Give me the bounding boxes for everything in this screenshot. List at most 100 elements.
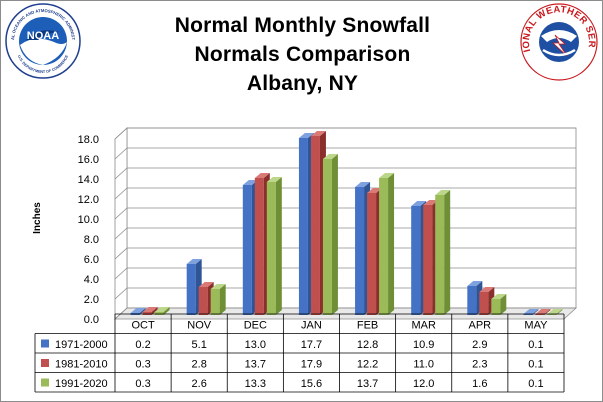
bar-side bbox=[500, 294, 507, 315]
floor bbox=[113, 307, 578, 320]
bar-top bbox=[154, 307, 170, 312]
table-cell: 13.7 bbox=[357, 378, 378, 390]
bar-front bbox=[435, 195, 445, 315]
bar-top bbox=[130, 308, 146, 313]
y-tick-label: 16.0 bbox=[78, 154, 99, 166]
bar-front bbox=[467, 286, 477, 315]
bar-side bbox=[331, 154, 338, 315]
table-cell: 12.0 bbox=[413, 378, 434, 390]
bar-side bbox=[444, 190, 451, 315]
category-label: NOV bbox=[187, 320, 212, 332]
bar-front bbox=[423, 205, 433, 315]
bar-top bbox=[423, 200, 439, 205]
table-cell: 15.6 bbox=[301, 378, 322, 390]
bar-1991-2020-MAR bbox=[435, 190, 451, 315]
table-cell: 17.9 bbox=[301, 359, 322, 371]
gridline-side bbox=[114, 287, 128, 300]
bar-front bbox=[379, 178, 389, 315]
bar-top bbox=[142, 307, 158, 312]
bar-top bbox=[467, 281, 483, 286]
table-cell: 17.7 bbox=[301, 339, 322, 351]
table-cell: 0.2 bbox=[135, 339, 150, 351]
y-axis-label: Inches bbox=[32, 202, 43, 234]
bar-1991-2020-DEC bbox=[266, 177, 282, 315]
legend-label: 1981-2010 bbox=[55, 359, 108, 371]
bar-1991-2020-NOV bbox=[210, 284, 226, 315]
y-tick-label: 10.0 bbox=[78, 214, 99, 226]
side-wall bbox=[114, 127, 128, 320]
table-cell: 0.3 bbox=[135, 359, 150, 371]
category-label: JAN bbox=[301, 320, 322, 332]
category-label: MAR bbox=[411, 320, 436, 332]
legend-label: 1991-2020 bbox=[55, 378, 108, 390]
category-label: DEC bbox=[244, 320, 267, 332]
table-cell: 2.3 bbox=[472, 359, 487, 371]
nws-logo: NATIONAL WEATHER SERVICE bbox=[515, 1, 599, 82]
bar-side bbox=[275, 177, 282, 315]
bar-1981-2010-OCT bbox=[142, 307, 158, 315]
bar-1991-2020-FEB bbox=[379, 173, 395, 315]
category-label: FEB bbox=[357, 320, 378, 332]
bar-side bbox=[544, 309, 551, 315]
gridline-side bbox=[114, 247, 128, 260]
bar-side bbox=[151, 307, 158, 315]
y-tick-label: 0.0 bbox=[84, 314, 99, 326]
table-cell: 11.0 bbox=[413, 359, 434, 371]
bar-top bbox=[367, 188, 383, 193]
gridline-side bbox=[114, 307, 128, 320]
bar-front bbox=[535, 314, 545, 315]
table-cell: 12.2 bbox=[357, 359, 378, 371]
bar-top bbox=[242, 180, 258, 185]
bar-side bbox=[163, 307, 170, 315]
bar-front bbox=[310, 136, 320, 315]
gridline-side bbox=[114, 167, 128, 180]
noaa-logo: NATIONAL OCEANIC AND ATMOSPHERIC ADMINIS… bbox=[2, 1, 82, 80]
bar-1991-2020-APR bbox=[491, 294, 507, 315]
bar-front bbox=[142, 312, 152, 315]
bar-front bbox=[367, 193, 377, 315]
bar-1991-2020-OCT bbox=[154, 307, 170, 315]
y-tick-label: 12.0 bbox=[78, 194, 99, 206]
bar-front bbox=[547, 314, 557, 315]
bar-side bbox=[556, 309, 563, 315]
bar-top bbox=[298, 133, 314, 138]
gridline-side bbox=[114, 227, 128, 240]
y-tick-label: 6.0 bbox=[84, 254, 99, 266]
bar-top bbox=[310, 131, 326, 136]
table-cell: 2.9 bbox=[472, 339, 487, 351]
bar-top bbox=[523, 309, 539, 314]
chart-title-line-3: Albany, NY bbox=[246, 72, 359, 95]
bar-front bbox=[411, 206, 421, 315]
table-cell: 2.8 bbox=[192, 359, 207, 371]
legend-swatch bbox=[41, 378, 49, 387]
bar-front bbox=[242, 185, 252, 315]
bar-top bbox=[186, 259, 202, 264]
y-tick-label: 4.0 bbox=[84, 274, 99, 286]
legend-label: 1971-2000 bbox=[55, 339, 108, 351]
table-cell: 0.1 bbox=[528, 359, 543, 371]
table-cell: 10.9 bbox=[413, 339, 434, 351]
table-cell: 5.1 bbox=[192, 339, 207, 351]
legend-swatch bbox=[41, 339, 49, 348]
table-cell: 2.6 bbox=[192, 378, 207, 390]
bar-front bbox=[479, 292, 489, 315]
table-cell: 0.3 bbox=[135, 378, 150, 390]
bar-1981-2010-MAY bbox=[535, 309, 551, 315]
bar-top bbox=[210, 284, 226, 289]
category-label: APR bbox=[469, 320, 492, 332]
table-cell: 13.0 bbox=[245, 339, 266, 351]
y-tick-label: 8.0 bbox=[84, 234, 99, 246]
bar-top bbox=[491, 294, 507, 299]
table-cell: 0.1 bbox=[528, 378, 543, 390]
y-tick-label: 18.0 bbox=[78, 134, 99, 146]
bar-side bbox=[388, 173, 395, 315]
bar-front bbox=[186, 264, 196, 315]
bar-top bbox=[266, 177, 282, 182]
bar-front bbox=[491, 299, 501, 315]
bar-top bbox=[479, 287, 495, 292]
bar-front bbox=[266, 182, 276, 315]
bar-front bbox=[523, 314, 533, 315]
bar-front bbox=[355, 187, 365, 315]
